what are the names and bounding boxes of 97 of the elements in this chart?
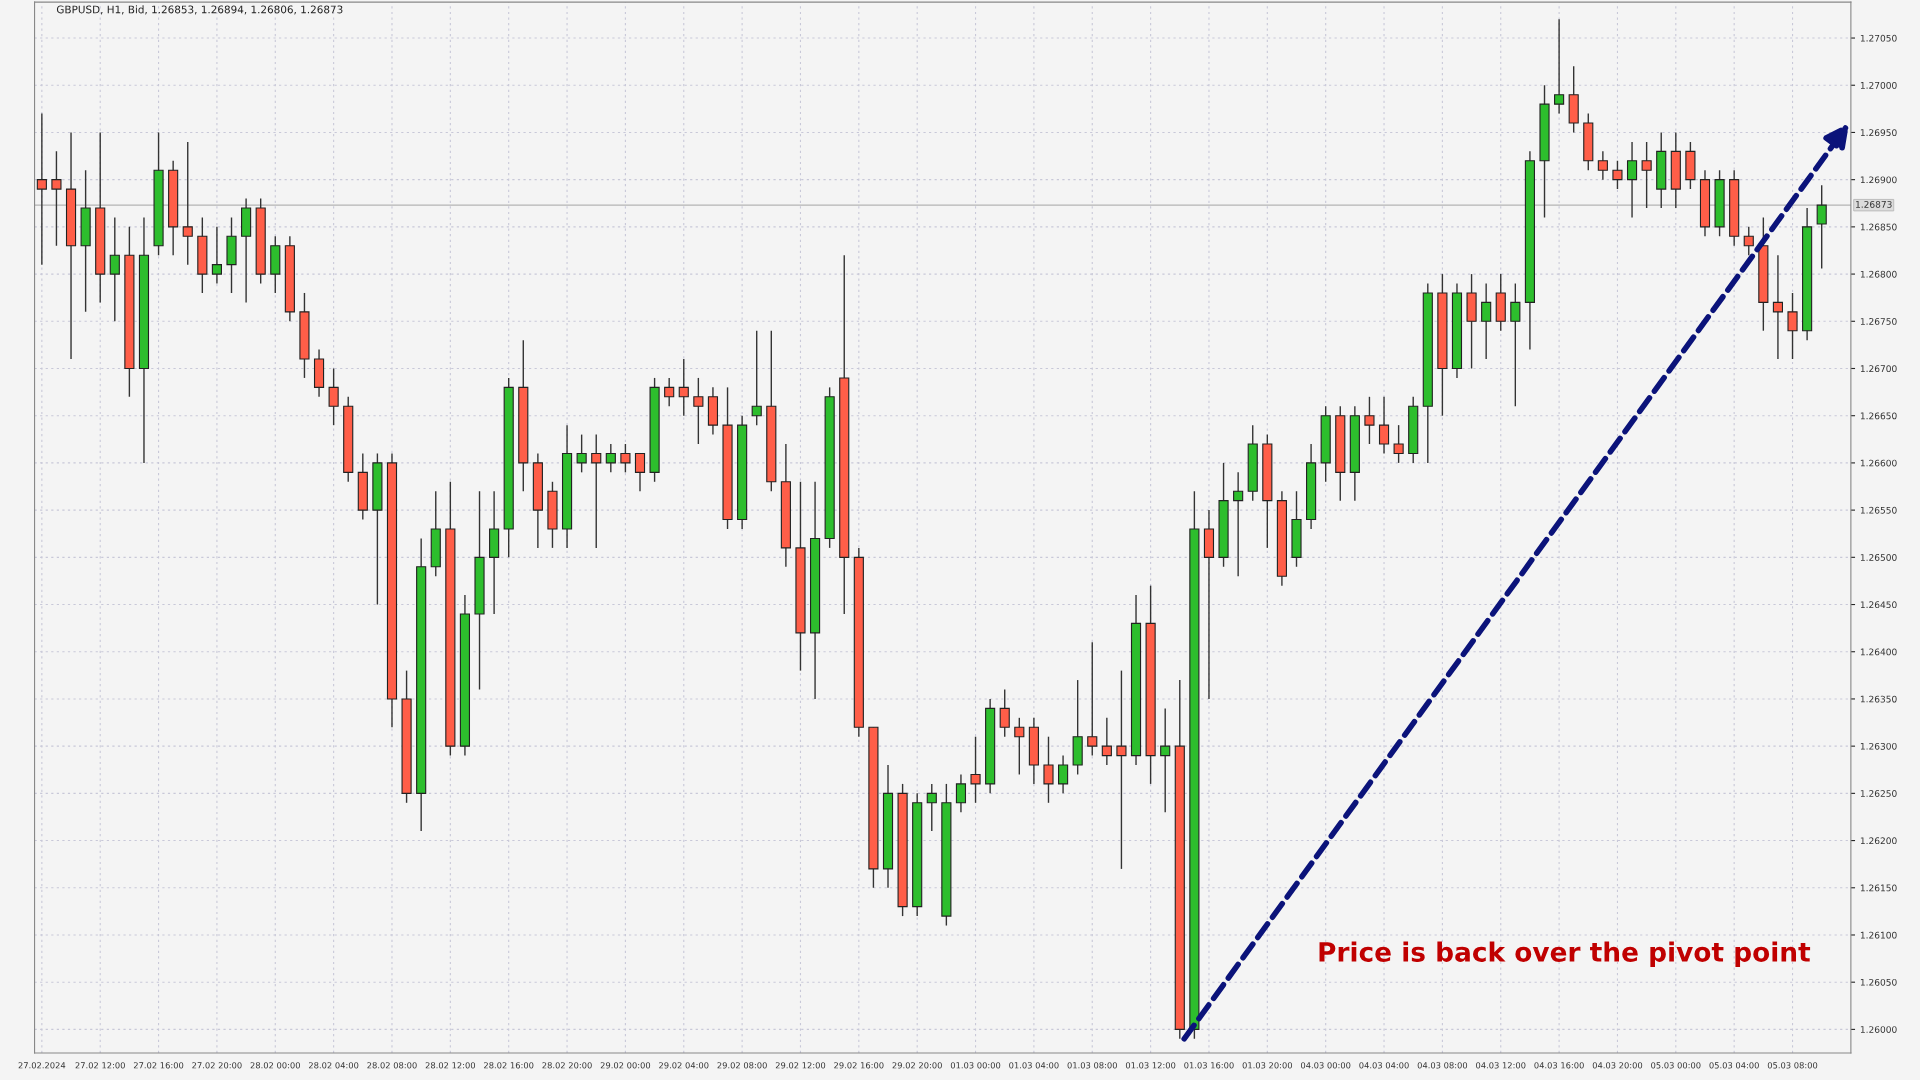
x-tick-label: 28.02 12:00 (425, 1062, 476, 1069)
candlestick (1612, 160, 1623, 190)
x-tick-label: 28.02 00:00 (250, 1062, 300, 1069)
y-tick-label: 1.27050 (1860, 34, 1897, 42)
y-tick-label: 1.26150 (1860, 884, 1897, 892)
x-tick-label: 01.03 08:00 (1067, 1062, 1117, 1069)
x-tick-label: 27.02 12:00 (75, 1062, 125, 1069)
candlestick (1597, 150, 1608, 181)
y-tick-label: 1.26350 (1860, 695, 1897, 703)
y-tick-label: 1.26550 (1860, 506, 1897, 514)
x-tick-label: 28.02 20:00 (542, 1062, 592, 1069)
candlestick (1364, 396, 1375, 445)
x-tick-label: 29.02 00:00 (600, 1062, 651, 1069)
candlestick (1772, 254, 1784, 360)
candlestick (36, 112, 47, 266)
y-tick-label: 1.26850 (1860, 223, 1897, 231)
candlestick (1087, 641, 1098, 757)
candlestick (1160, 707, 1171, 813)
ref-line-label: 1.26873 (1856, 200, 1892, 208)
y-tick-label: 1.26500 (1860, 554, 1897, 561)
candlestick (1816, 184, 1827, 270)
candlestick (664, 377, 675, 407)
y-tick-label: 1.26300 (1860, 742, 1897, 750)
y-tick-label: 1.26000 (1860, 1026, 1897, 1033)
candlestick (328, 367, 339, 426)
x-tick-label: 05.03 04:00 (1709, 1062, 1759, 1069)
y-tick-label: 1.26950 (1860, 129, 1897, 137)
x-tick-label: 01.03 16:00 (1184, 1062, 1234, 1069)
y-tick-label: 1.26450 (1860, 601, 1897, 609)
x-tick-label: 01.03 04:00 (1009, 1062, 1059, 1069)
candlestick (1481, 282, 1492, 360)
candlestick (955, 773, 967, 813)
x-tick-label: 28.02 04:00 (308, 1062, 359, 1069)
candlestick (999, 688, 1010, 738)
x-tick-label: 29.02 16:00 (834, 1062, 884, 1069)
x-tick-label: 29.02 08:00 (717, 1062, 767, 1069)
x-tick-label: 04.03 12:00 (1476, 1062, 1526, 1069)
candlestick (109, 216, 120, 322)
candlestick (634, 452, 646, 492)
y-tick-label: 1.26050 (1860, 978, 1897, 986)
y-tick-label: 1.26400 (1860, 648, 1897, 656)
chart-title: GBPUSD, H1, Bid, 1.26853, 1.26894, 1.26806, 1.26873 (56, 5, 343, 15)
candlestick (1393, 424, 1404, 464)
y-tick-label: 1.27000 (1860, 81, 1897, 89)
candlestick (1641, 141, 1652, 209)
candlestick (1058, 754, 1069, 795)
candlestick (1101, 717, 1112, 766)
x-tick-label: 28.02 16:00 (484, 1062, 534, 1069)
candlestick (693, 377, 704, 445)
y-tick-label: 1.26700 (1860, 365, 1897, 373)
candlestick (591, 433, 602, 549)
y-tick-label: 1.26600 (1860, 459, 1897, 467)
candlestick (926, 783, 937, 832)
x-tick-label: 04.03 20:00 (1592, 1062, 1643, 1069)
y-tick-label: 1.26750 (1860, 318, 1897, 325)
candlestick (751, 330, 762, 426)
x-tick-label: 04.03 04:00 (1359, 1062, 1409, 1069)
candlestick (620, 443, 631, 474)
x-tick-label: 04.03 08:00 (1417, 1062, 1468, 1069)
x-tick-label: 27.02 16:00 (133, 1062, 184, 1069)
candlestick (1014, 717, 1025, 776)
y-tick-label: 1.26650 (1860, 412, 1897, 420)
candlestick (1510, 282, 1521, 407)
candlestick (1378, 396, 1390, 455)
candlestick (1787, 292, 1798, 360)
x-tick-label: 29.02 12:00 (775, 1062, 826, 1069)
x-tick-label: 28.02 08:00 (367, 1062, 417, 1069)
x-tick-label: 27.02 20:00 (192, 1062, 242, 1069)
candlestick (1626, 141, 1638, 219)
x-tick-label: 01.03 20:00 (1242, 1062, 1293, 1069)
candlestick (1554, 18, 1565, 115)
y-tick-label: 1.26250 (1860, 790, 1897, 797)
x-tick-label: 29.02 04:00 (659, 1062, 709, 1069)
annotation: Price is back over the pivot point (1319, 941, 1811, 967)
x-tick-label: 04.03 16:00 (1534, 1062, 1584, 1069)
x-tick-label: 04.03 00:00 (1300, 1062, 1351, 1069)
candlestick (211, 226, 222, 285)
x-tick-label: 05.03 08:00 (1767, 1062, 1818, 1069)
candlestick (1116, 669, 1127, 870)
candlestick (970, 736, 981, 804)
candlestick (576, 433, 587, 474)
x-tick-label: 05.03 00:00 (1651, 1062, 1701, 1069)
candlestick (678, 358, 689, 417)
x-tick-label: 01.03 00:00 (950, 1062, 1001, 1069)
candlestick (1233, 471, 1244, 577)
candlestick (51, 150, 62, 247)
y-tick-label: 1.26800 (1860, 270, 1897, 278)
x-tick-label: 27.02.2024 (18, 1062, 66, 1069)
y-tick-label: 1.26100 (1860, 931, 1897, 939)
candlestick (1043, 736, 1054, 804)
y-tick-label: 1.26900 (1860, 176, 1897, 184)
candlestick (1743, 226, 1754, 256)
candlestick (605, 443, 616, 474)
y-tick-label: 1.26200 (1860, 837, 1897, 845)
x-tick-label: 29.02 20:00 (892, 1062, 942, 1069)
x-tick-label: 01.03 12:00 (1125, 1062, 1176, 1069)
candlestick (182, 141, 193, 266)
